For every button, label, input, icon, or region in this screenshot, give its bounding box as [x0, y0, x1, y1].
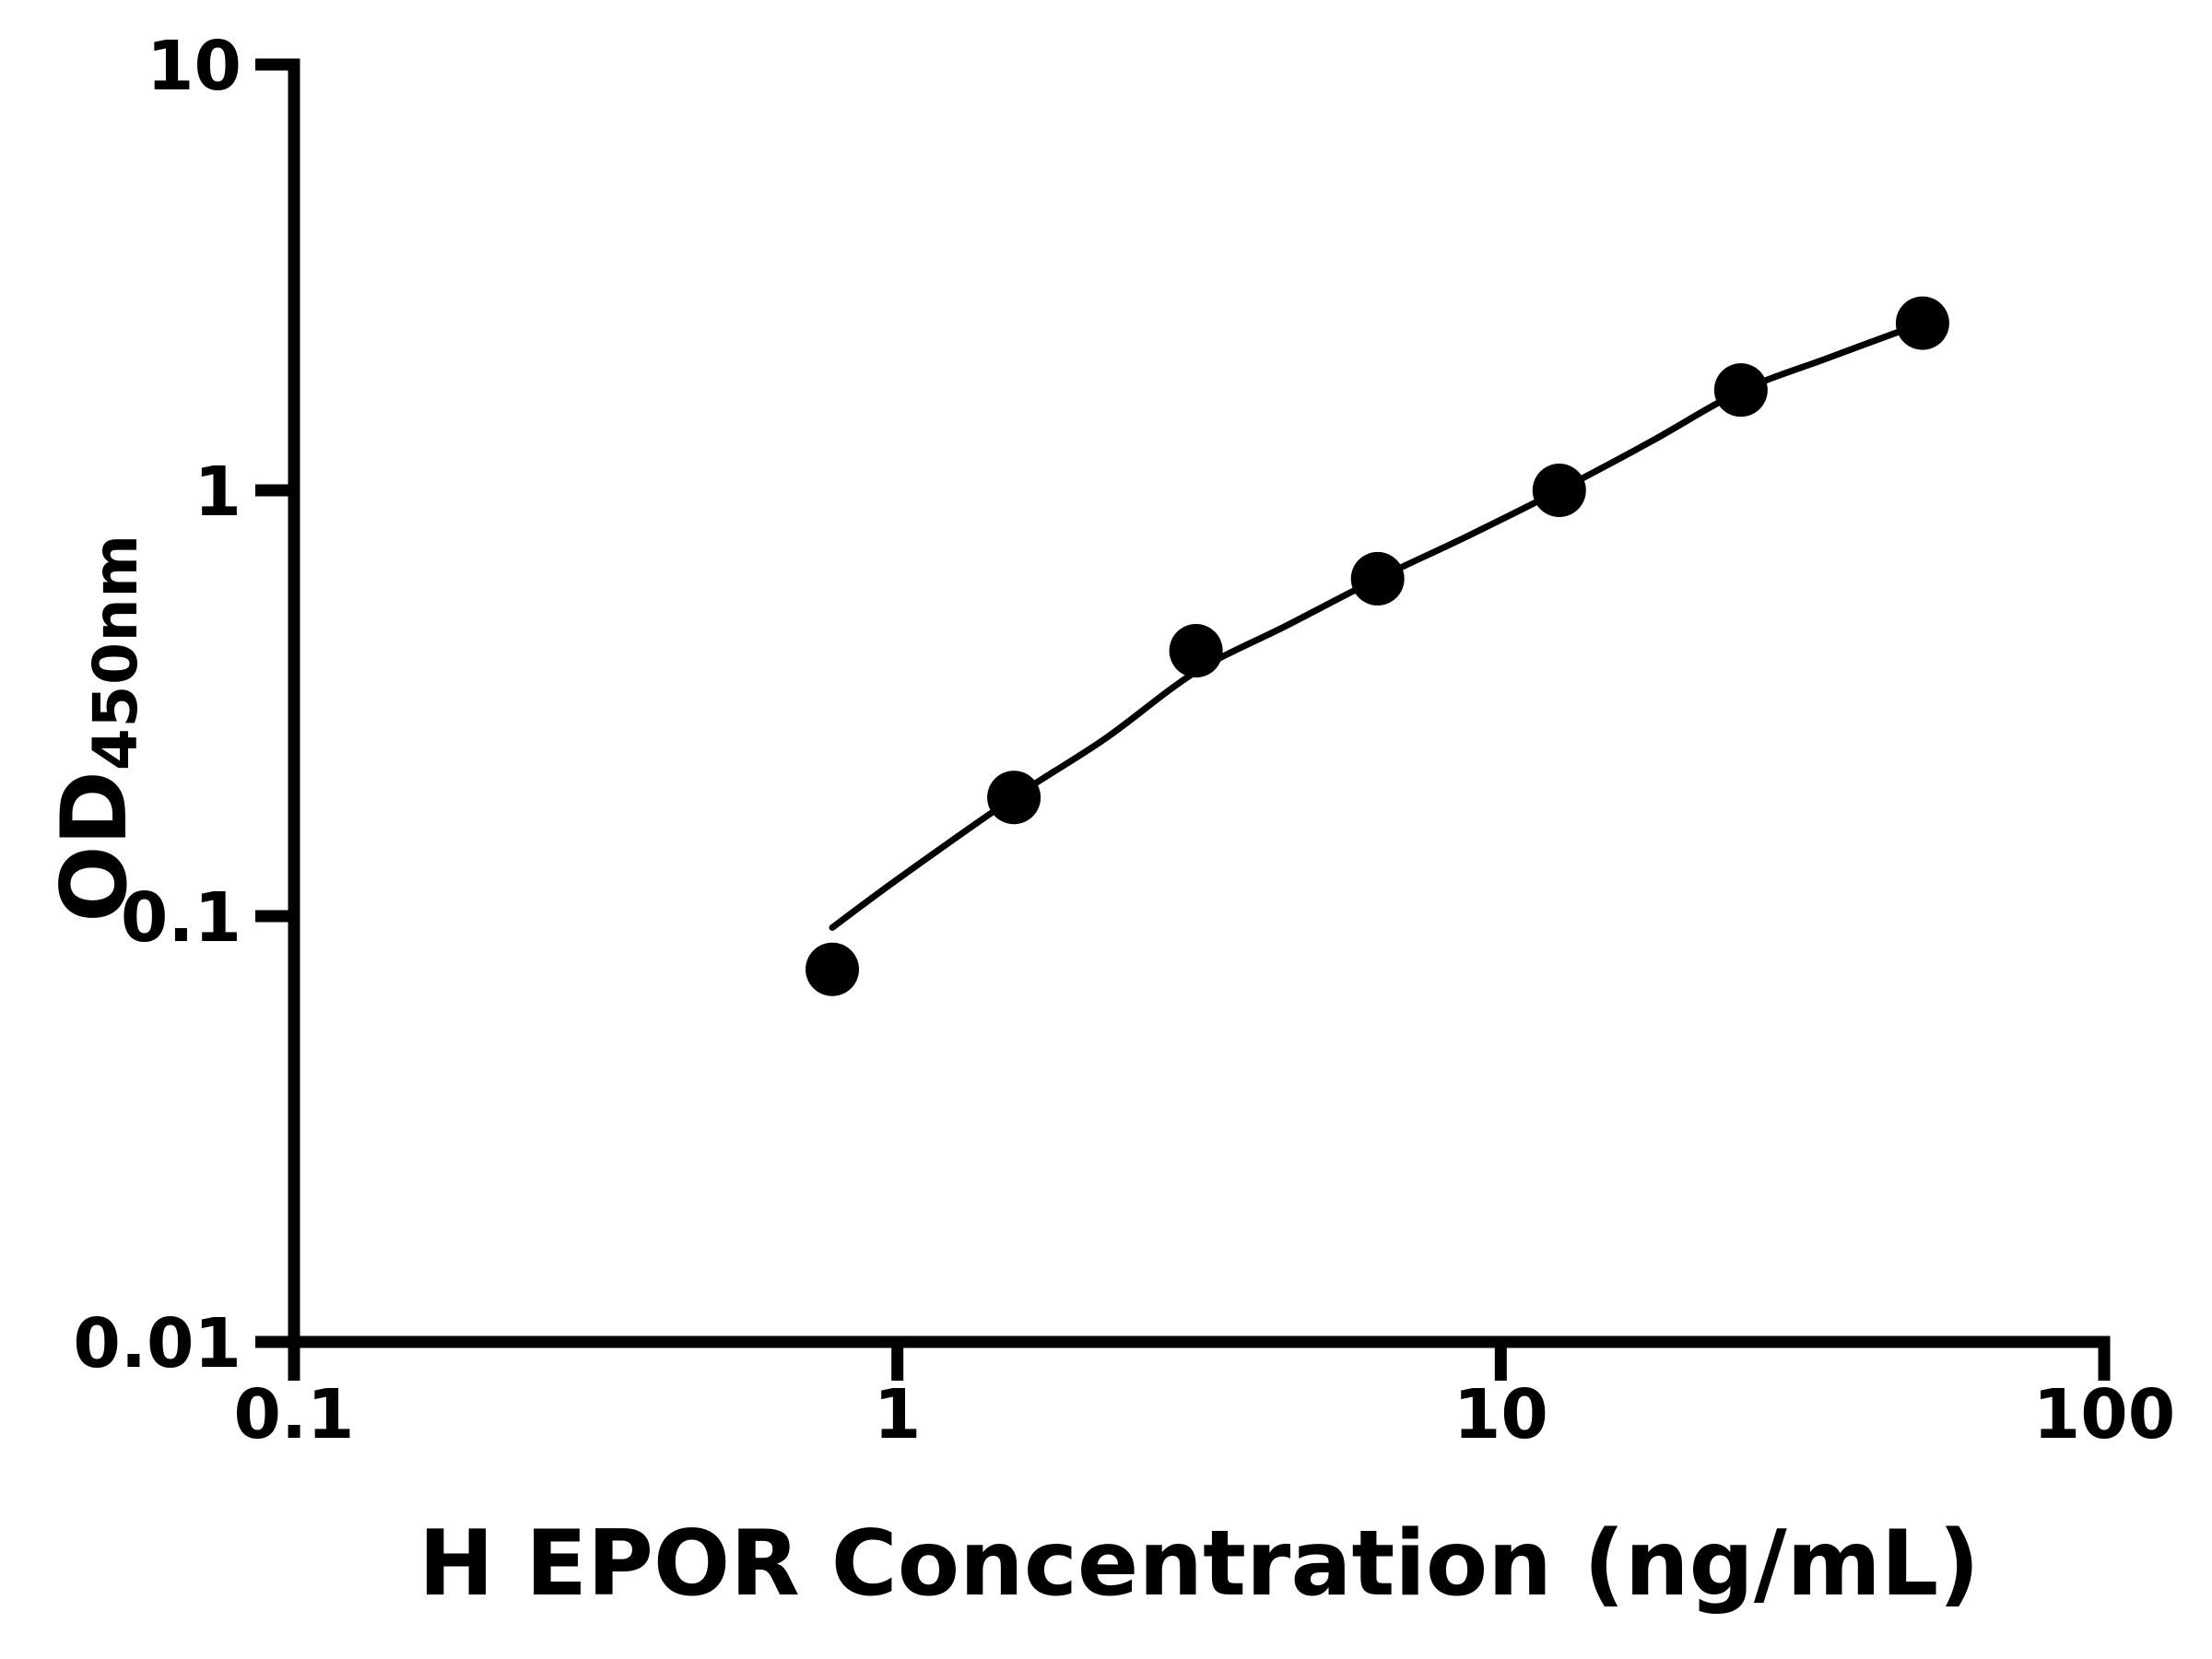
- y-axis-title: OD450nm: [42, 534, 151, 923]
- y-axis-title-main: OD: [42, 771, 147, 923]
- data-point-6: [1713, 363, 1768, 418]
- y-axis-title-subscript: 450nm: [79, 534, 151, 771]
- data-point-7: [1895, 296, 1949, 350]
- x-tick-label-100: 100: [2033, 1375, 2175, 1454]
- data-point-5: [1532, 464, 1586, 517]
- data-point-4: [1350, 551, 1405, 606]
- y-tick-label-1: 1: [194, 453, 242, 532]
- y-tick-label-0.01: 0.01: [73, 1304, 241, 1383]
- x-tick-label-1: 1: [874, 1375, 922, 1454]
- data-point-1: [806, 942, 860, 996]
- y-tick-label-10: 10: [147, 27, 241, 106]
- y-tick-label-0.1: 0.1: [121, 878, 241, 958]
- fitted-curve: [829, 320, 1926, 931]
- x-axis-title: H EPOR Concentration (ng/mL): [418, 1512, 1980, 1617]
- data-point-2: [987, 771, 1041, 825]
- x-tick-label-0.1: 0.1: [233, 1375, 354, 1454]
- data-point-3: [1169, 624, 1223, 678]
- x-tick-label-10: 10: [1453, 1375, 1548, 1454]
